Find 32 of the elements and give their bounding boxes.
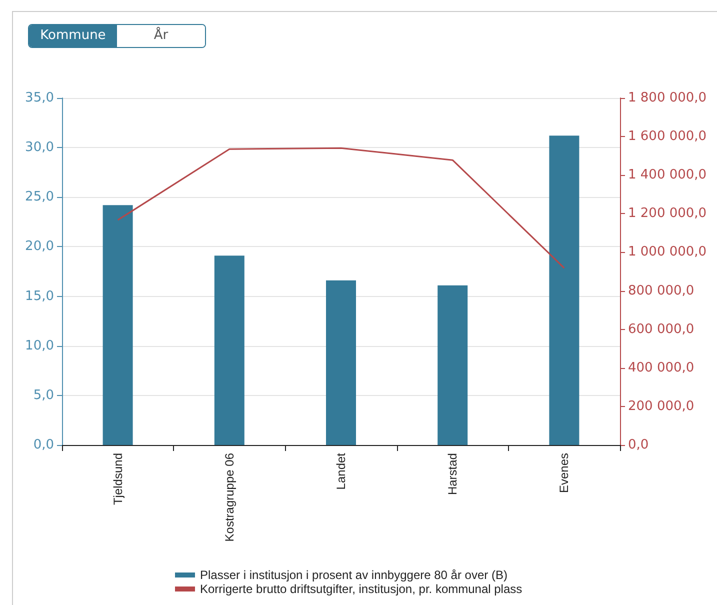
y2-tick-label: 1 400 000,0 — [628, 168, 707, 183]
y-tick-label: 20,0 — [25, 239, 54, 254]
x-tick-label: Evenes — [557, 453, 572, 494]
line-series — [117, 147, 565, 269]
y-tick-label: 30,0 — [25, 140, 54, 156]
y2-tick-label: 1 200 000,0 — [628, 206, 707, 222]
bar — [102, 205, 133, 445]
y-tick-label: 15,0 — [25, 288, 54, 304]
x-tick-label: Tjeldsund — [110, 453, 125, 506]
y-tick-label: 10,0 — [25, 338, 54, 354]
y-tick-label: 5,0 — [33, 388, 54, 403]
x-tick-label: Kostragruppe 06 — [222, 452, 236, 542]
y-tick-label: 35,0 — [25, 90, 54, 106]
bar — [549, 136, 580, 445]
y2-tick-label: 0,0 — [628, 438, 649, 452]
view-toggle: Kommune År — [28, 24, 206, 48]
y-tick-label: 25,0 — [25, 190, 54, 205]
y2-tick-label: 1 000 000,0 — [628, 244, 707, 260]
y2-tick-label: 600 000,0 — [628, 322, 694, 337]
legend-label: Korrigerte brutto driftsutgifter, institusjon, pr. kommunal plass — [200, 582, 522, 596]
y2-tick-label: 800 000,0 — [628, 283, 694, 298]
x-tick-label: Landet — [334, 452, 348, 490]
y2-tick-label: 200 000,0 — [628, 398, 694, 414]
bar — [326, 280, 356, 445]
y2-tick-label: 1 800 000,0 — [628, 90, 707, 106]
bar — [214, 256, 244, 445]
legend-label: Plasser i institusjon i prosent av innbyggere 80 år over (B) — [200, 568, 508, 582]
y-tick-label: 0,0 — [33, 438, 54, 452]
bar — [438, 285, 468, 445]
x-tick-label: Harstad — [446, 453, 460, 496]
y2-tick-label: 1 600 000,0 — [628, 129, 707, 144]
y2-tick-label: 400 000,0 — [628, 360, 694, 376]
